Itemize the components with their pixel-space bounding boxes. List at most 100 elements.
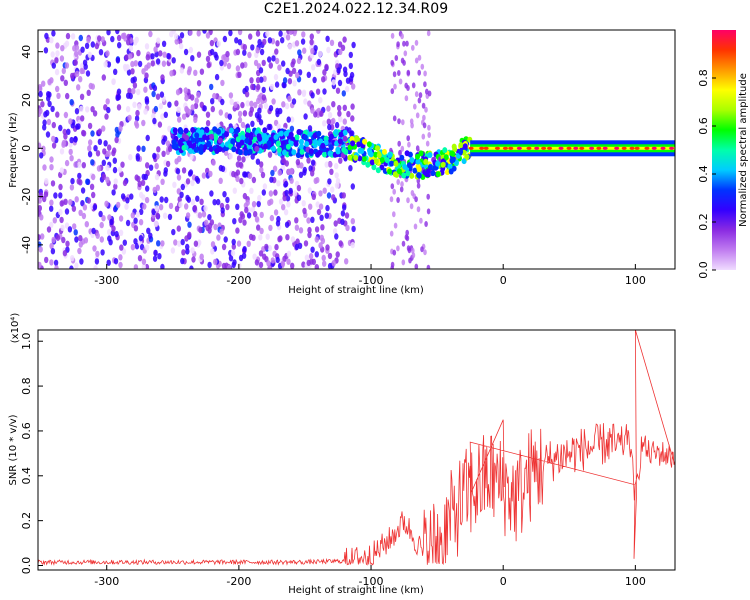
spectrogram-noise-cell <box>238 216 243 224</box>
spectrogram-noise-cell <box>61 67 66 75</box>
spectrogram-noise-cell <box>245 100 250 107</box>
spectrogram-noise-cell <box>124 203 129 210</box>
spectrogram-noise-cell <box>246 240 251 247</box>
spectrogram-band-cell <box>354 135 360 142</box>
spectrogram-noise-cell <box>51 121 56 129</box>
carrier-core <box>470 146 675 150</box>
spectrogram-band-cell <box>349 136 355 142</box>
spectrogram-noise-cell <box>111 78 116 85</box>
spectrogram-noise-cell <box>153 46 158 53</box>
spectrogram-noise-cell <box>55 85 60 93</box>
spectrogram-noise-cell <box>155 58 161 65</box>
spectrogram-noise-cell <box>209 219 215 226</box>
spectrogram-band-cell <box>447 163 453 170</box>
spectrogram-noise-cell <box>194 97 199 104</box>
spectrogram-noise-cell <box>155 93 161 100</box>
spectrogram-noise-cell <box>64 222 70 229</box>
spectrogram-noise-cell <box>122 239 128 246</box>
spectrogram-noise-cell <box>137 180 142 188</box>
spectrogram-noise-cell <box>331 101 336 108</box>
spectrogram-band-cell <box>440 161 446 168</box>
carrier-peak <box>468 146 474 150</box>
spectrogram-noise-cell <box>185 178 191 185</box>
spectrogram-band-cell <box>373 158 379 165</box>
spectrogram-noise-cell <box>220 207 225 214</box>
spectrogram-noise-cell <box>73 59 78 66</box>
spectrogram-band-cell <box>282 149 287 156</box>
spectrogram-noise-cell <box>396 245 400 252</box>
spectrogram-noise-cell <box>260 171 266 179</box>
spectrogram-noise-cell <box>141 263 146 269</box>
colorbar-tick-label: 0.6 <box>697 117 710 135</box>
spectrogram-noise-cell <box>155 153 160 160</box>
spectrogram-noise-cell <box>401 240 406 247</box>
spectrogram-noise-cell <box>64 159 70 167</box>
spectrogram-noise-cell <box>158 102 163 110</box>
spectrogram-noise-cell <box>49 242 54 250</box>
spectrogram-noise-cell <box>242 44 247 51</box>
spectrogram-noise-cell <box>130 60 135 68</box>
spectrogram-noise-cell <box>256 200 261 208</box>
carrier-peak <box>516 146 522 150</box>
spectrogram-noise-cell <box>427 132 432 138</box>
spectrogram-noise-cell <box>125 219 131 227</box>
spectrogram-noise-cell <box>152 152 157 160</box>
spectrogram-noise-cell <box>90 130 95 137</box>
spectrogram-noise-cell <box>286 116 291 123</box>
spectrogram-noise-cell <box>258 250 264 257</box>
spectrogram-band-cell <box>278 130 284 137</box>
spectrogram-noise-cell <box>294 40 300 47</box>
spectrogram-noise-cell <box>188 30 193 36</box>
spectrogram-noise-cell <box>123 65 128 72</box>
spectrogram-noise-cell <box>54 57 59 64</box>
spectrogram-noise-cell <box>143 173 148 181</box>
snr-y-tick-label: 0.8 <box>20 377 33 395</box>
spectrogram-noise-cell <box>145 185 150 192</box>
spectrogram-noise-cell <box>282 255 287 262</box>
spectrogram-noise-cell <box>237 71 242 79</box>
spectrogram-noise-cell <box>49 221 54 229</box>
spectrogram-noise-cell <box>120 161 125 168</box>
spectrogram-noise-cell <box>239 177 244 185</box>
spectrogram-noise-cell <box>69 265 74 269</box>
spectrogram-noise-cell <box>210 48 215 56</box>
spectrogram-noise-cell <box>349 71 355 79</box>
spectrogram-noise-cell <box>209 83 214 91</box>
spectrogram-noise-cell <box>390 59 395 66</box>
spectrogram-noise-cell <box>205 120 211 127</box>
spectrogram-noise-cell <box>111 149 116 157</box>
spectrogram-band-cell <box>389 160 395 167</box>
spectrogram-noise-cell <box>146 227 151 234</box>
spectrogram-noise-cell <box>280 260 286 267</box>
spectrogram-y-tick-label: -40 <box>20 236 33 254</box>
spectrogram-noise-cell <box>294 217 299 224</box>
spectrogram-noise-cell <box>116 88 122 95</box>
spectrogram-noise-cell <box>185 212 191 219</box>
spectrogram-noise-cell <box>413 223 418 230</box>
spectrogram-noise-cell <box>396 197 400 203</box>
spectrogram-noise-cell <box>423 249 427 256</box>
spectrogram-noise-cell <box>225 203 230 211</box>
spectrogram-noise-cell <box>49 205 54 212</box>
spectrogram-noise-cell <box>81 212 87 220</box>
spectrogram-band-cell <box>335 148 341 155</box>
spectrogram-noise-cell <box>118 261 123 269</box>
spectrogram-noise-cell <box>101 74 107 81</box>
spectrogram-noise-cell <box>408 257 412 264</box>
spectrogram-noise-cell <box>417 54 422 61</box>
spectrogram-noise-cell <box>40 101 45 108</box>
spectrogram-band-cell <box>202 134 208 141</box>
spectrogram-noise-cell <box>257 194 262 202</box>
carrier-peak <box>534 146 540 150</box>
spectrogram-noise-cell <box>59 167 64 174</box>
spectrogram-noise-cell <box>116 104 122 111</box>
spectrogram-noise-cell <box>106 259 111 266</box>
spectrogram-noise-cell <box>333 220 338 227</box>
spectrogram-noise-cell <box>210 105 215 113</box>
spectrogram-noise-cell <box>38 246 43 253</box>
spectrogram-noise-cell <box>136 145 141 152</box>
spectrogram-noise-cell <box>51 62 56 69</box>
spectrogram-noise-cell <box>226 62 232 70</box>
spectrogram-noise-cell <box>291 98 297 105</box>
